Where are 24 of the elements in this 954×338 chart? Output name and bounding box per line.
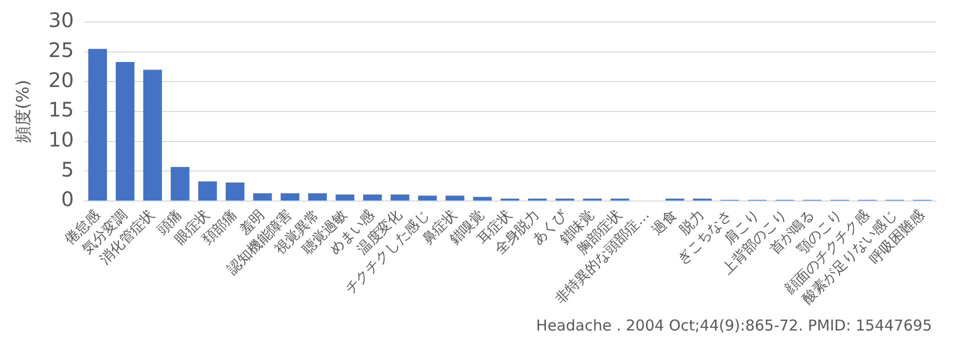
bar: [446, 196, 464, 201]
bar: [363, 194, 382, 201]
bar: [308, 193, 327, 201]
y-tick-label: 25: [48, 38, 74, 62]
bar: [336, 194, 354, 201]
bar: [170, 167, 190, 201]
bar: [390, 194, 410, 201]
bar: [253, 193, 272, 201]
y-axis-title: 頻度(%): [14, 80, 34, 144]
y-tick-label: 10: [48, 128, 74, 152]
y-tick-label: 30: [48, 8, 74, 32]
bar: [418, 196, 437, 201]
y-tick-label: 0: [61, 187, 74, 212]
bar: [280, 193, 300, 201]
bar: [473, 196, 492, 201]
bar: [226, 182, 244, 201]
bar: [198, 181, 217, 201]
bar: [88, 48, 107, 201]
text: Headache . 2004 Oct;44(9):865-72. PMID: 15447695: [536, 316, 932, 334]
bar: [116, 62, 134, 201]
y-tick-label: 5: [61, 157, 74, 182]
bar: [143, 70, 162, 201]
y-tick-label: 20: [48, 68, 74, 92]
y-tick-label: 15: [48, 98, 74, 122]
